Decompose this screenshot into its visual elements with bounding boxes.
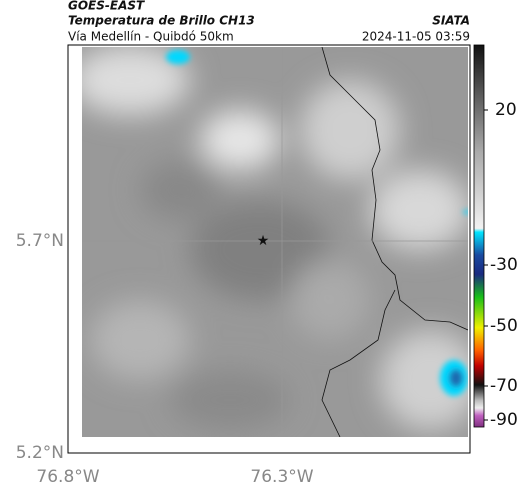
datetime: 2024-11-05 03:59 [362,30,470,44]
org: SIATA [432,14,470,28]
lon-label: 76.3°W [250,467,313,487]
lat-label: 5.7°N [16,231,64,251]
satellite-image [82,47,468,437]
colorbar-label: -90 [490,410,518,430]
subtitle: Vía Medellín - Quibdó 50km [68,30,234,44]
colorbar-ticks [484,109,488,421]
colorbar-label: -70 [490,376,518,396]
lat-label: 5.2°N [16,443,64,463]
colorbar-label: -50 [490,316,518,336]
source: GOES-EAST [68,0,145,13]
colorbar-label: 20 [495,100,517,120]
colorbar-label: -30 [490,255,518,275]
title: Temperatura de Brillo CH13 [68,14,255,28]
colorbar [473,44,485,428]
map-frame [67,44,471,454]
lon-label: 76.8°W [36,467,99,487]
location-star: ★ [257,233,270,249]
